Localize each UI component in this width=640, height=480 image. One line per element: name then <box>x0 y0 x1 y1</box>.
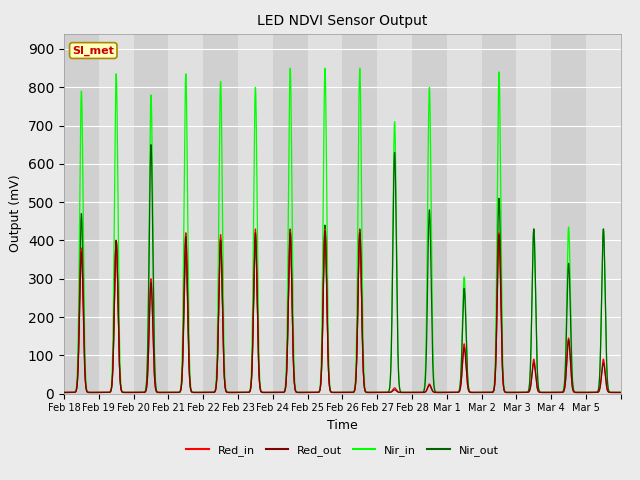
Bar <box>273 34 308 394</box>
Bar <box>134 34 168 394</box>
Legend: Red_in, Red_out, Nir_in, Nir_out: Red_in, Red_out, Nir_in, Nir_out <box>182 440 503 460</box>
Y-axis label: Output (mV): Output (mV) <box>10 175 22 252</box>
Title: LED NDVI Sensor Output: LED NDVI Sensor Output <box>257 14 428 28</box>
Bar <box>481 34 516 394</box>
Bar <box>64 34 99 394</box>
Text: SI_met: SI_met <box>72 46 114 56</box>
Bar <box>342 34 377 394</box>
Bar <box>412 34 447 394</box>
Bar <box>551 34 586 394</box>
X-axis label: Time: Time <box>327 419 358 432</box>
Bar <box>204 34 238 394</box>
